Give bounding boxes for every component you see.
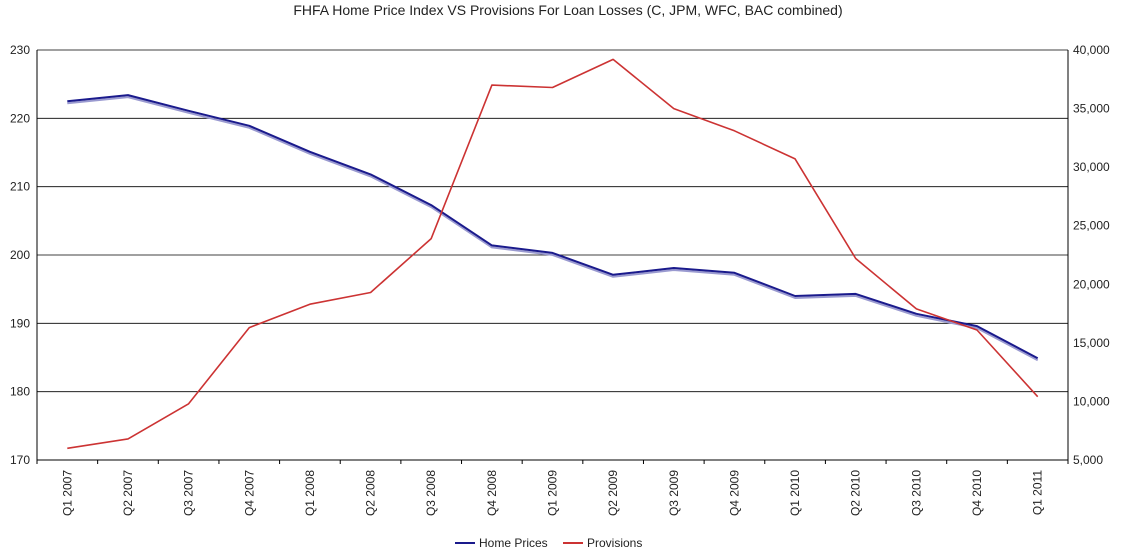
series-shadow <box>67 96 1039 362</box>
left-tick-label: 200 <box>10 248 30 262</box>
series-line-0 <box>67 94 1039 360</box>
x-tick-label: Q3 2007 <box>182 470 196 516</box>
x-tick-label: Q1 2011 <box>1031 470 1045 515</box>
series-line-1 <box>67 58 1039 450</box>
x-tick-label: Q1 2007 <box>60 470 74 516</box>
right-tick-label: 30,000 <box>1073 160 1110 174</box>
legend-label: Provisions <box>587 536 642 550</box>
x-tick-label: Q3 2010 <box>909 470 923 516</box>
x-tick-label: Q2 2008 <box>364 470 378 516</box>
left-tick-label: 210 <box>10 180 30 194</box>
left-tick-label: 220 <box>10 111 30 125</box>
x-tick-label: Q4 2007 <box>242 470 256 516</box>
grid-lines <box>37 49 1068 393</box>
x-tick-label: Q2 2009 <box>606 470 620 516</box>
right-tick-label: 25,000 <box>1073 219 1110 233</box>
right-tick-label: 10,000 <box>1073 394 1110 408</box>
left-tick-label: 170 <box>10 453 30 467</box>
left-tick-label: 230 <box>10 43 30 57</box>
right-tick-label: 40,000 <box>1073 43 1110 57</box>
x-tick-label: Q3 2008 <box>424 470 438 516</box>
x-tick-label: Q2 2010 <box>849 470 863 516</box>
right-axis-ticks: 5,000 10,000 15,000 20,000 25,000 30,000 35,00… <box>1073 43 1110 467</box>
x-tick-label: Q1 2009 <box>546 470 560 516</box>
x-tick-label: Q3 2009 <box>667 470 681 516</box>
right-tick-label: 5,000 <box>1073 453 1103 467</box>
legend: Home Prices Provisions <box>455 536 642 550</box>
chart-title: FHFA Home Price Index VS Provisions For … <box>293 2 842 18</box>
right-tick-label: 35,000 <box>1073 102 1110 116</box>
x-tick-label: Q4 2009 <box>727 470 741 516</box>
right-tick-label: 15,000 <box>1073 336 1110 350</box>
x-tick-label: Q1 2008 <box>303 470 317 516</box>
axes <box>36 50 1069 461</box>
left-tick-label: 180 <box>10 385 30 399</box>
left-tick-label: 190 <box>10 316 30 330</box>
x-tick-label: Q1 2010 <box>788 470 802 516</box>
x-tick-label: Q4 2010 <box>970 470 984 516</box>
right-tick-label: 20,000 <box>1073 277 1110 291</box>
x-tick-label: Q4 2008 <box>485 470 499 516</box>
series-layer <box>67 58 1039 450</box>
x-tick-label: Q2 2007 <box>121 470 135 516</box>
legend-label: Home Prices <box>479 536 548 550</box>
x-axis-ticks: Q1 2007 Q2 2007 Q3 2007 Q4 2007 Q1 2008 Q2 20… <box>36 460 1069 516</box>
left-axis-ticks: 170 180 190 200 210 220 230 <box>10 43 30 467</box>
